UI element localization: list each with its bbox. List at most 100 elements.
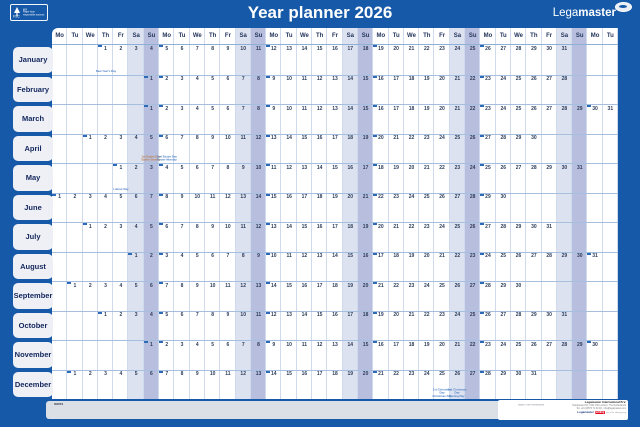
day-cell: 7	[144, 194, 159, 223]
day-cell	[542, 282, 557, 311]
day-number: 8	[257, 341, 260, 348]
day-number: 3	[104, 371, 107, 377]
day-number: 1	[150, 341, 153, 348]
day-cell: 29	[526, 312, 541, 341]
day-cell	[128, 76, 143, 105]
footer-logo-row: Legamaster edding part of the edding grou…	[517, 410, 626, 414]
day-number: 23	[408, 371, 415, 377]
day-number: 28	[500, 223, 507, 230]
weekday-column-stripe	[174, 28, 190, 399]
day-cell: 26	[434, 194, 449, 223]
fsc-text: MIX Paper from responsible sources	[23, 9, 44, 17]
day-cell: 19	[343, 282, 358, 311]
day-cell: 20	[373, 134, 388, 164]
day-cell: 14	[312, 164, 327, 193]
day-cell	[587, 371, 602, 400]
week-marker	[82, 223, 87, 225]
company-info: Legamaster International B.V. Kwinkweerd…	[517, 401, 626, 414]
day-cell: 12	[236, 371, 251, 400]
month-tab-february: February	[13, 76, 53, 102]
week-marker	[373, 223, 378, 225]
day-number: 31	[592, 253, 598, 259]
day-number: 1	[104, 45, 107, 52]
day-number: 19	[362, 135, 369, 141]
day-number: 27	[531, 253, 537, 259]
day-number: 15	[347, 253, 354, 259]
week-marker	[480, 164, 485, 166]
weekday-label: Sa	[132, 33, 140, 39]
day-cell: 20	[434, 105, 449, 134]
day-cell: 8	[220, 164, 235, 193]
day-number: 7	[241, 105, 245, 112]
day-number: 1	[73, 282, 77, 289]
day-number: 25	[500, 253, 507, 259]
day-number: 1	[58, 194, 62, 200]
day-number: 16	[316, 223, 323, 230]
day-cell: 15	[358, 76, 373, 105]
week-marker	[159, 252, 164, 255]
week-marker	[480, 75, 485, 78]
calendar-grid: Mo Tu We Th Fr Sa Su Mo Tu We Th Fr Sa Su Mo Tu We Th Fr Sa…	[52, 28, 618, 399]
weekday-column-stripe	[603, 28, 618, 399]
month-row-may: 1 Labour Day 2 3 4 5 6 7 8 9 10 11 12 13 14 15 16 17 18 19 2…	[52, 163, 618, 193]
day-cell: 6	[220, 341, 235, 370]
month-row-october: 1 2 3 4 5 6 7 8 9 10 11 12 13 14 15 16 17 18 19 20 21 22 23 24 2…	[52, 310, 618, 341]
day-number: 18	[362, 45, 369, 52]
day-cell: 17	[389, 105, 404, 134]
day-cell: 4	[159, 164, 174, 193]
day-cell	[603, 164, 618, 193]
day-number: 27	[500, 45, 507, 52]
weekday-label: Tu	[392, 33, 400, 39]
day-number: 17	[316, 371, 323, 377]
day-cell: 8	[174, 282, 189, 311]
weekday-label: Mo	[162, 33, 172, 39]
edding-logo: edding	[595, 410, 606, 414]
day-number: 15	[301, 135, 308, 141]
day-cell: 10	[281, 105, 296, 134]
day-cell: 18	[358, 45, 373, 75]
day-cell: 2	[67, 194, 82, 223]
day-cell: 10	[220, 135, 235, 164]
day-cell: 19	[404, 253, 419, 282]
day-cell: 22	[389, 282, 404, 311]
day-cell	[587, 312, 602, 341]
day-number: 14	[301, 312, 308, 318]
day-cell: 29	[480, 193, 495, 223]
sunday-column-stripe	[572, 28, 588, 399]
day-cell: 2	[113, 45, 128, 75]
week-marker	[480, 45, 485, 47]
day-number: 23	[485, 105, 491, 112]
weekday-label: Fr	[117, 33, 124, 39]
day-number: 18	[332, 282, 338, 289]
day-cell: 26	[526, 76, 541, 105]
day-cell: 14	[343, 341, 358, 370]
page-title: Year planner 2026	[247, 3, 393, 22]
day-number: 15	[362, 341, 369, 348]
day-cell	[572, 312, 587, 341]
weekday-label: We	[192, 33, 202, 39]
day-cell: 11	[251, 312, 266, 341]
day-cell: 11	[266, 164, 281, 193]
month-tab-january: January	[13, 47, 53, 73]
holiday-label: 2nd Easter Day Easter Monday	[156, 155, 177, 162]
day-number: 27	[546, 105, 552, 112]
weekday-label: Sa	[560, 33, 569, 39]
saturday-column-stripe	[235, 28, 251, 399]
day-number: 5	[180, 164, 184, 171]
month-row-december: 1 2 3 4 5 6 7 8 9 10 11 12 13 14 15 16 17 18 19 20 21 22 23 24 2…	[52, 369, 618, 400]
weekday-column-stripe	[266, 28, 282, 399]
day-cell: 28	[465, 194, 480, 223]
day-number: 26	[469, 223, 476, 230]
week-marker	[128, 252, 133, 255]
day-cell: 1	[82, 223, 98, 252]
day-cell: 23	[434, 45, 449, 75]
day-cell: 25	[465, 45, 480, 75]
month-tab-november: November	[13, 342, 53, 368]
day-cell: 15	[281, 282, 296, 311]
day-cell: 13	[312, 253, 327, 282]
week-marker	[159, 341, 164, 343]
day-cell: 20	[373, 223, 388, 252]
day-cell: 28	[557, 105, 572, 134]
day-cell: 19	[389, 164, 404, 193]
week-marker	[266, 75, 271, 78]
